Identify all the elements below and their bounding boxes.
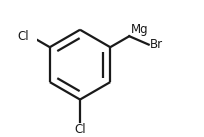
Text: Cl: Cl — [74, 123, 86, 136]
Text: Cl: Cl — [18, 30, 29, 43]
Text: Br: Br — [150, 38, 163, 51]
Text: Mg: Mg — [131, 23, 148, 35]
